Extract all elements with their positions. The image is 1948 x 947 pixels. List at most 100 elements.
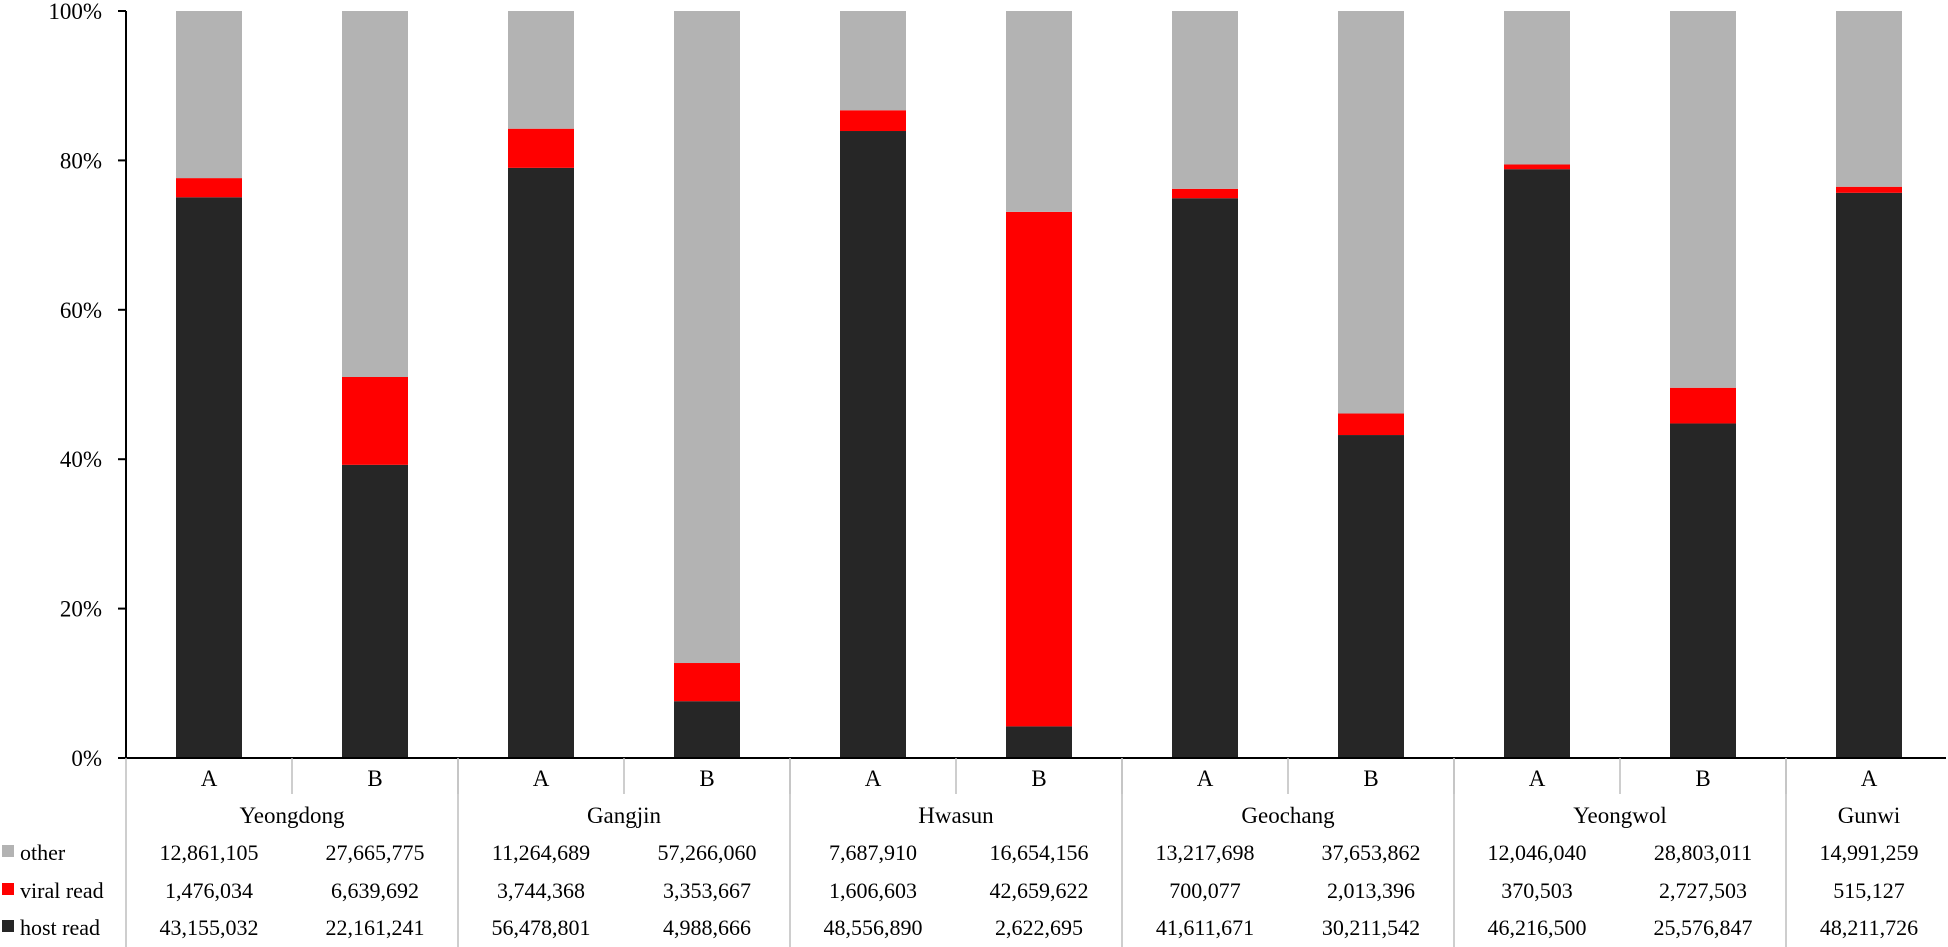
group-label-0: Yeongdong — [239, 803, 345, 828]
bar-host-read-4 — [840, 131, 906, 758]
table-cell-host-read-7: 30,211,542 — [1322, 915, 1420, 940]
table-cell-other-3: 57,266,060 — [658, 840, 757, 865]
bar-viral-read-6 — [1172, 188, 1238, 199]
bar-host-read-1 — [342, 464, 408, 758]
sample-label-10: A — [1861, 766, 1878, 791]
y-tick-label: 100% — [48, 0, 102, 24]
bar-host-read-5 — [1006, 726, 1072, 758]
bar-viral-read-2 — [508, 128, 574, 168]
table-cell-host-read-4: 48,556,890 — [824, 915, 923, 940]
bar-host-read-6 — [1172, 198, 1238, 759]
sample-label-1: B — [367, 766, 382, 791]
bar-other-5 — [1006, 11, 1072, 212]
table-cell-viral-read-1: 6,639,692 — [331, 878, 419, 903]
table-cell-other-2: 11,264,689 — [492, 840, 590, 865]
bar-viral-read-7 — [1338, 413, 1404, 436]
table-cell-viral-read-6: 700,077 — [1169, 878, 1241, 903]
bar-viral-read-9 — [1670, 387, 1736, 424]
table-cell-other-0: 12,861,105 — [160, 840, 259, 865]
bar-other-6 — [1172, 11, 1238, 189]
legend-label-other: other — [20, 840, 66, 865]
table-cell-host-read-9: 25,576,847 — [1654, 915, 1753, 940]
table-cell-viral-read-3: 3,353,667 — [663, 878, 751, 903]
table-cell-host-read-2: 56,478,801 — [492, 915, 591, 940]
bar-host-read-2 — [508, 167, 574, 759]
table-cell-viral-read-4: 1,606,603 — [829, 878, 917, 903]
table-cell-other-4: 7,687,910 — [829, 840, 917, 865]
table-cell-viral-read-5: 42,659,622 — [990, 878, 1089, 903]
sample-label-3: B — [699, 766, 714, 791]
table-cell-host-read-5: 2,622,695 — [995, 915, 1083, 940]
table-cell-viral-read-9: 2,727,503 — [1659, 878, 1747, 903]
bar-other-7 — [1338, 11, 1404, 414]
sample-label-4: A — [865, 766, 882, 791]
table-cell-other-6: 13,217,698 — [1156, 840, 1255, 865]
bar-other-9 — [1670, 11, 1736, 388]
table-cell-other-5: 16,654,156 — [990, 840, 1089, 865]
bar-other-8 — [1504, 11, 1570, 165]
bar-host-read-3 — [674, 701, 740, 758]
group-label-3: Geochang — [1241, 803, 1335, 828]
bar-host-read-8 — [1504, 169, 1570, 758]
bar-other-1 — [342, 11, 408, 377]
bar-other-0 — [176, 11, 242, 179]
y-tick-label: 80% — [60, 148, 102, 173]
group-label-4: Yeongwol — [1573, 803, 1667, 828]
table-cell-other-8: 12,046,040 — [1488, 840, 1587, 865]
legend-label-host-read: host read — [20, 915, 100, 940]
table-cell-host-read-6: 41,611,671 — [1156, 915, 1254, 940]
table-cell-other-7: 37,653,862 — [1322, 840, 1421, 865]
bar-viral-read-4 — [840, 110, 906, 132]
bar-other-10 — [1836, 11, 1902, 187]
table-cell-host-read-3: 4,988,666 — [663, 915, 751, 940]
table-cell-host-read-1: 22,161,241 — [326, 915, 425, 940]
table-cell-other-10: 14,991,259 — [1820, 840, 1919, 865]
data-table: other 12,861,105 27,665,775 11,264,689 57,26… — [2, 840, 1919, 940]
legend-key-host-read — [2, 920, 14, 932]
table-cell-other-9: 28,803,011 — [1654, 840, 1752, 865]
table-cell-host-read-10: 48,211,726 — [1820, 915, 1918, 940]
table-cell-host-read-0: 43,155,032 — [160, 915, 259, 940]
bar-other-3 — [674, 11, 740, 664]
bar-viral-read-3 — [674, 663, 740, 702]
bar-viral-read-5 — [1006, 211, 1072, 727]
group-label-5: Gunwi — [1838, 803, 1901, 828]
table-cell-other-1: 27,665,775 — [326, 840, 425, 865]
sample-label-9: B — [1695, 766, 1710, 791]
table-cell-viral-read-8: 370,503 — [1501, 878, 1573, 903]
y-tick-label: 20% — [60, 597, 102, 622]
bar-other-2 — [508, 11, 574, 129]
bar-other-4 — [840, 11, 906, 111]
y-tick-label: 40% — [60, 447, 102, 472]
table-cell-viral-read-7: 2,013,396 — [1327, 878, 1415, 903]
sample-label-0: A — [201, 766, 218, 791]
table-cell-viral-read-2: 3,744,368 — [497, 878, 585, 903]
legend-key-other — [2, 845, 14, 857]
sample-label-8: A — [1529, 766, 1546, 791]
legend-key-viral-read — [2, 883, 14, 895]
sample-label-5: B — [1031, 766, 1046, 791]
y-tick-label: 60% — [60, 298, 102, 323]
bar-viral-read-10 — [1836, 186, 1902, 193]
sample-label-2: A — [533, 766, 550, 791]
bars-layer — [176, 11, 1902, 759]
legend-label-viral-read: viral read — [20, 878, 104, 903]
sample-label-6: A — [1197, 766, 1214, 791]
bar-host-read-10 — [1836, 192, 1902, 758]
x-axis: A B A B A B A B A B A Yeongdong Gangjin Hwasun Geochan… — [125, 757, 1946, 947]
bar-host-read-7 — [1338, 435, 1404, 758]
bar-host-read-0 — [176, 197, 242, 758]
bar-viral-read-8 — [1504, 164, 1570, 170]
sample-label-7: B — [1363, 766, 1378, 791]
group-label-2: Hwasun — [918, 803, 994, 828]
bar-viral-read-0 — [176, 178, 242, 198]
table-cell-viral-read-10: 515,127 — [1833, 878, 1905, 903]
bar-viral-read-1 — [342, 376, 408, 465]
group-label-1: Gangjin — [587, 803, 662, 828]
bar-host-read-9 — [1670, 423, 1736, 758]
y-tick-label: 0% — [71, 746, 102, 771]
y-axis: 0% 20% 40% 60% 80% 100% — [48, 0, 127, 771]
table-cell-host-read-8: 46,216,500 — [1488, 915, 1587, 940]
table-cell-viral-read-0: 1,476,034 — [165, 878, 253, 903]
